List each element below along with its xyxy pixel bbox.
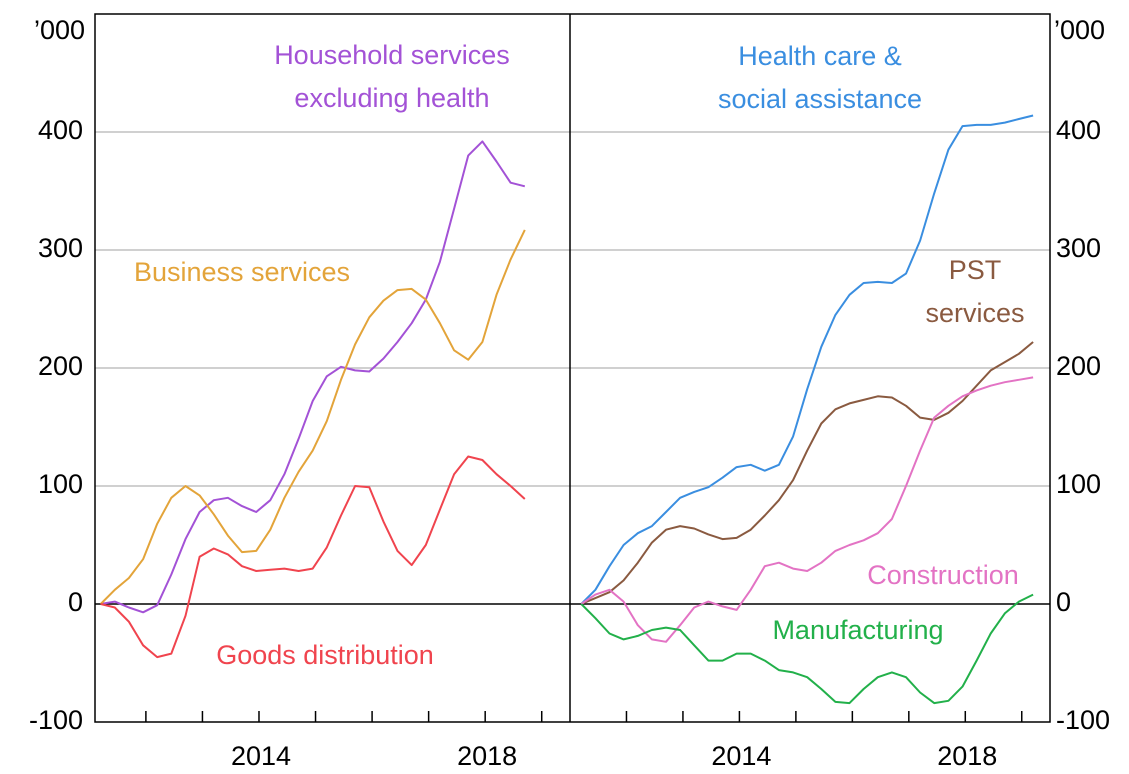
y-tick-label: -100 (1056, 705, 1110, 735)
y-tick-label: 100 (1056, 469, 1101, 499)
y-tick-label: 200 (1056, 351, 1101, 381)
y-tick-label: 400 (1056, 115, 1101, 145)
x-tick-label: 2018 (457, 741, 517, 771)
series-line (580, 341, 1034, 605)
series-line (580, 376, 1034, 643)
y-tick-label: 300 (38, 233, 83, 263)
series-label: Business services (134, 257, 350, 287)
series-label: services (925, 298, 1024, 328)
series-label: Goods distribution (216, 640, 434, 670)
x-tick-label: 2014 (231, 741, 291, 771)
y-tick-label: 300 (1056, 233, 1101, 263)
series-line (100, 455, 526, 659)
series-label: PST (949, 255, 1002, 285)
x-tick-label: 2014 (711, 741, 771, 771)
series-label: Health care & (738, 41, 902, 71)
series-label: Construction (867, 560, 1019, 590)
series-line (580, 593, 1034, 705)
series-label: excluding health (294, 83, 489, 113)
series-line (580, 114, 1034, 605)
y-unit-label: ’000 (1054, 15, 1105, 45)
series-label: Manufacturing (772, 615, 943, 645)
plot-frame (94, 13, 1051, 723)
y-tick-label: 0 (68, 587, 83, 617)
series-label: Household services (274, 40, 510, 70)
series-label: social assistance (718, 84, 922, 114)
y-tick-label: 200 (38, 351, 83, 381)
y-tick-label: -100 (29, 705, 83, 735)
series-line (99, 229, 526, 605)
y-tick-label: 400 (38, 115, 83, 145)
y-tick-label: 0 (1056, 587, 1071, 617)
series-line (100, 140, 526, 614)
y-unit-label: ’000 (34, 15, 85, 45)
x-tick-label: 2018 (937, 741, 997, 771)
y-tick-label: 100 (38, 469, 83, 499)
